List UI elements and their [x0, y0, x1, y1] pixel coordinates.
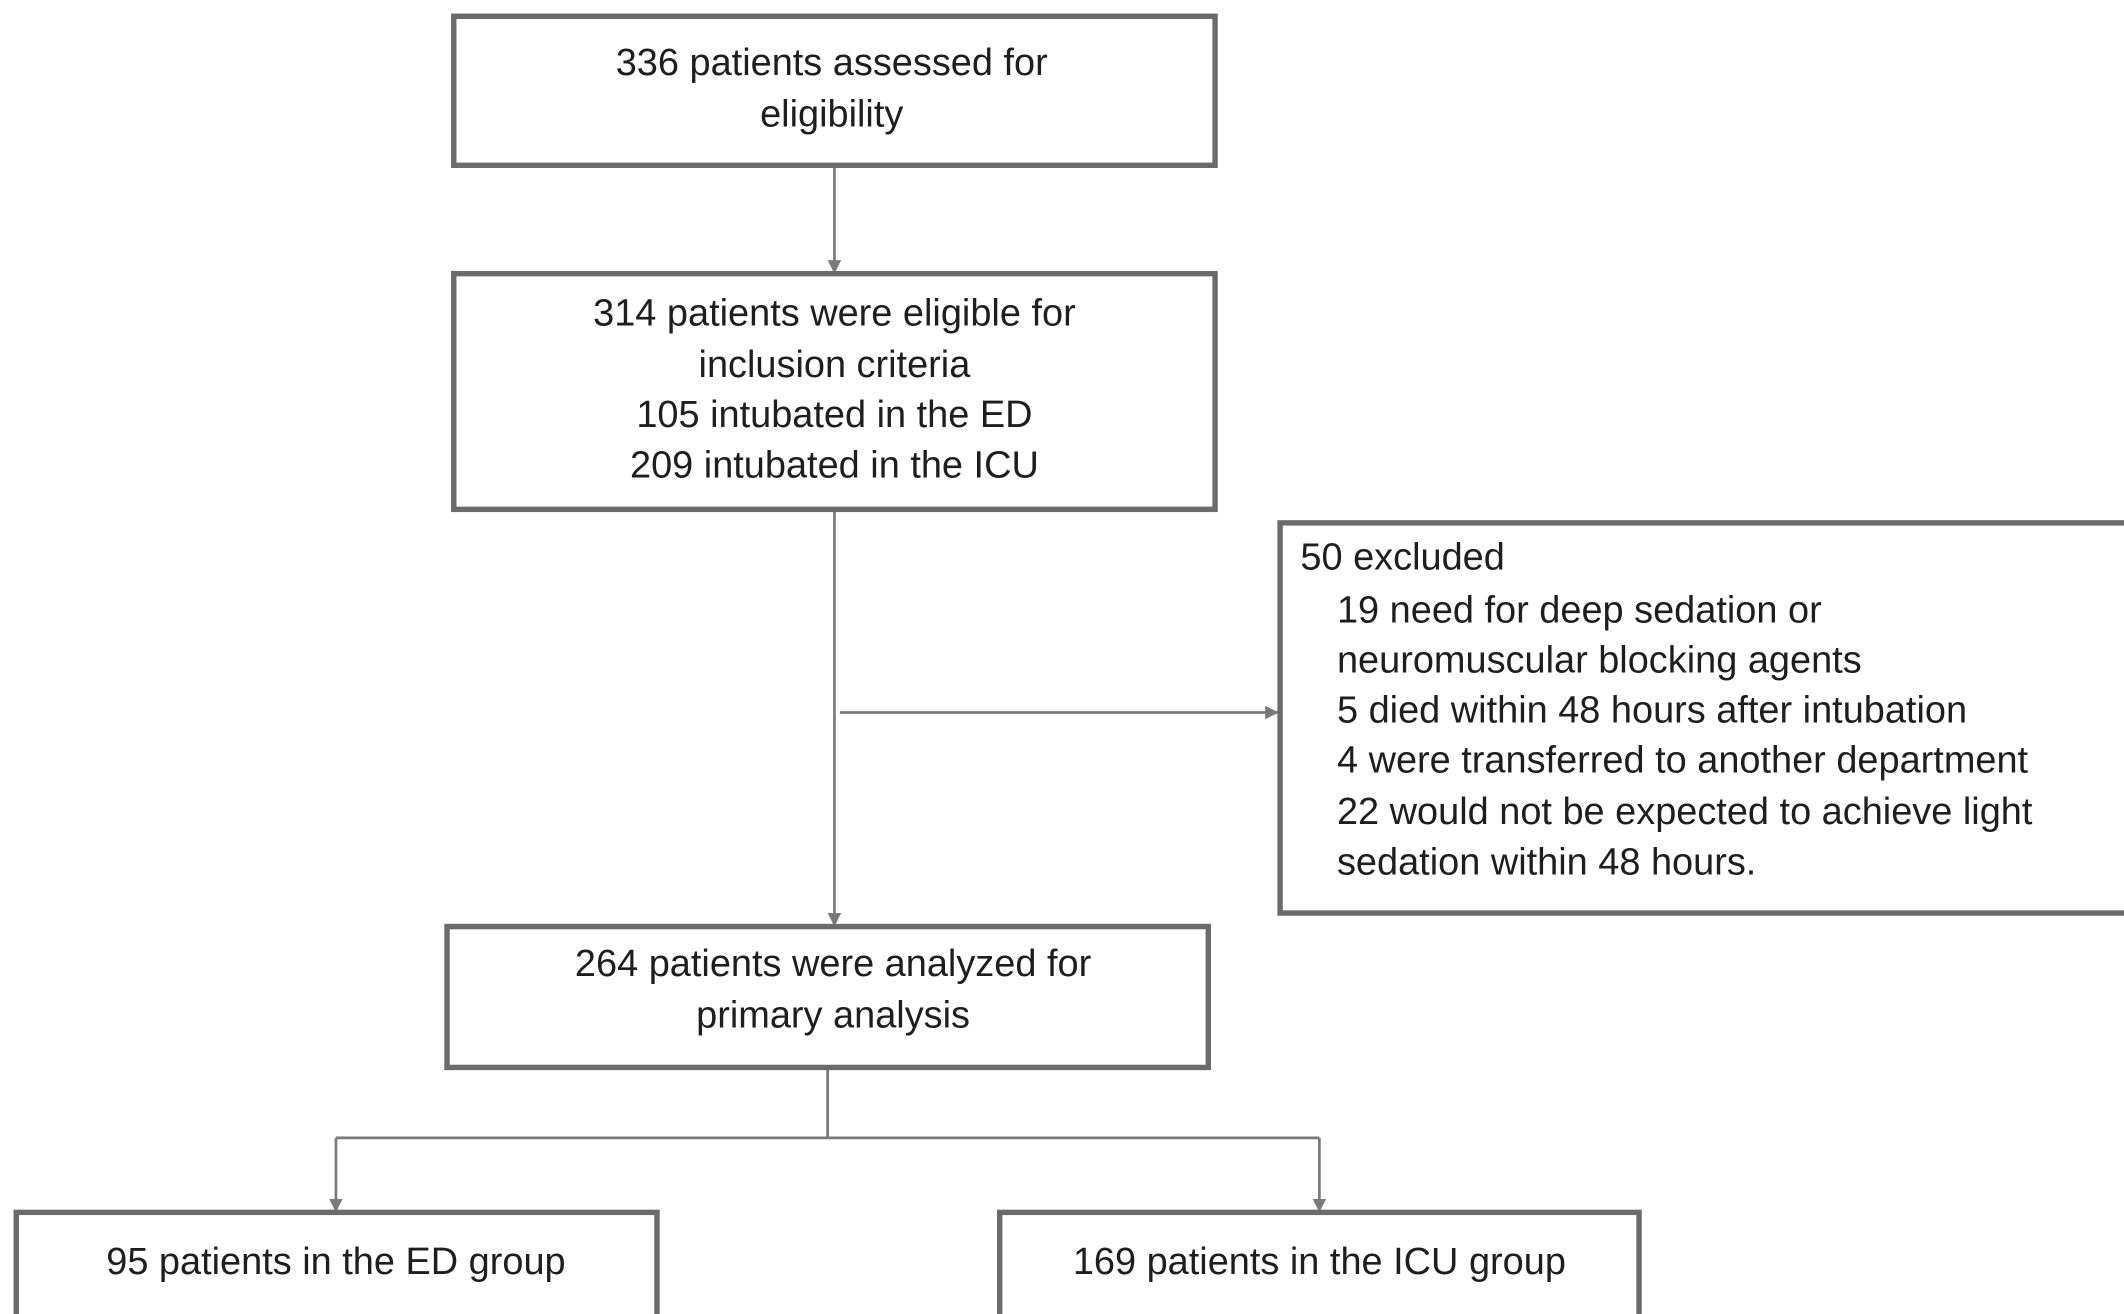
node-text: 5 died within 48 hours after intubation	[1337, 690, 1967, 732]
node-text: 314 patients were eligible for	[593, 293, 1076, 335]
node-text: 50 excluded	[1300, 536, 1504, 578]
node-text: eligibility	[760, 94, 903, 136]
node-text: 4 were transferred to another department	[1337, 740, 2029, 782]
node-text: neuromuscular blocking agents	[1337, 639, 1862, 681]
node-text: inclusion criteria	[699, 344, 972, 386]
node-text: primary analysis	[696, 994, 970, 1036]
node-text: 22 would not be expected to achieve ligh…	[1337, 791, 2033, 833]
node-text: 336 patients assessed for	[616, 42, 1048, 84]
node-box	[451, 270, 1218, 513]
node-text: 169 patients in the ICU group	[1073, 1241, 1566, 1283]
node-text: 209 intubated in the ICU	[630, 444, 1039, 486]
node-box	[451, 13, 1218, 168]
node-text: 105 intubated in the ED	[636, 394, 1032, 436]
node-text: 95 patients in the ED group	[106, 1241, 565, 1283]
node-box	[13, 1209, 660, 1314]
node-text: 19 need for deep sedation or	[1337, 589, 1822, 631]
node-box	[996, 1209, 1642, 1314]
node-text: sedation within 48 hours.	[1337, 841, 1756, 883]
node-text: 264 patients were analyzed for	[575, 943, 1091, 985]
node-box	[444, 923, 1212, 1071]
node-box	[1277, 520, 2124, 916]
